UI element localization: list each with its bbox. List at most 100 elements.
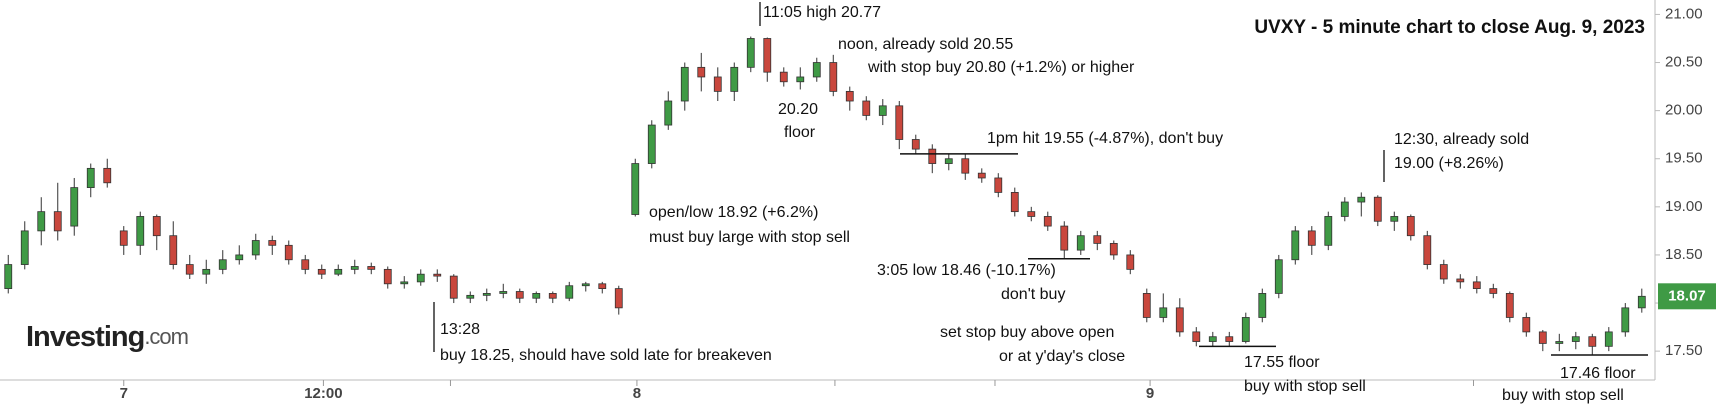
candle-body xyxy=(1241,317,1250,342)
candle-body xyxy=(1588,336,1597,347)
candle-body xyxy=(70,187,79,227)
candle-body xyxy=(20,230,29,265)
y-tick-label: 20.50 xyxy=(1665,54,1703,71)
candle-body xyxy=(961,158,970,174)
candle-body xyxy=(994,177,1003,193)
x-tick-label: 9 xyxy=(1146,385,1154,402)
candle-body xyxy=(796,76,805,83)
candle-body xyxy=(4,264,13,290)
y-tick-label: 20.00 xyxy=(1665,102,1703,119)
candle-body xyxy=(449,275,458,299)
candle-body xyxy=(367,266,376,270)
candle-body xyxy=(1637,295,1646,309)
candle-body xyxy=(1340,201,1349,217)
candle-body xyxy=(1192,331,1201,342)
candle-body xyxy=(1258,293,1267,318)
candle-body xyxy=(1571,336,1580,342)
annotation: set stop buy above open xyxy=(940,324,1114,341)
candle-body xyxy=(1093,235,1102,244)
annotation: 1pm hit 19.55 (-4.87%), don't buy xyxy=(987,130,1223,147)
candle-body xyxy=(499,291,508,294)
y-tick-label: 19.00 xyxy=(1665,198,1703,215)
candle-body xyxy=(1126,254,1135,270)
candle-body xyxy=(202,268,211,275)
candle-body xyxy=(1109,242,1118,256)
annotation: 3:05 low 18.46 (-10.17%) xyxy=(877,262,1056,279)
candle-body xyxy=(1621,307,1630,333)
candle-body xyxy=(581,283,590,287)
candle-body xyxy=(763,38,772,73)
candle-body xyxy=(697,66,706,78)
candle-body xyxy=(1175,307,1184,333)
x-tick-label: 7 xyxy=(120,385,128,402)
candle-body xyxy=(1010,192,1019,213)
candle-body xyxy=(284,244,293,261)
candle-body xyxy=(301,259,310,270)
candle-body xyxy=(235,254,244,261)
candle-body xyxy=(416,273,425,283)
y-tick-label: 18.50 xyxy=(1665,246,1703,263)
annotation: 11:05 high 20.77 xyxy=(763,4,881,21)
candle-body xyxy=(614,288,623,309)
candle-body xyxy=(334,268,343,275)
candle-body xyxy=(1522,317,1531,333)
y-tick-label: 19.50 xyxy=(1665,150,1703,167)
candle-body xyxy=(746,38,755,68)
candle-body xyxy=(136,216,145,246)
candle-body xyxy=(598,283,607,290)
candle-body xyxy=(1373,196,1382,222)
candle-body xyxy=(631,163,640,215)
candle-body xyxy=(911,139,920,150)
annotation: with stop buy 20.80 (+1.2%) or higher xyxy=(867,59,1135,76)
candle-body xyxy=(1324,216,1333,246)
candle-body xyxy=(647,124,656,164)
candle-body xyxy=(845,90,854,102)
candle-body xyxy=(1307,230,1316,246)
candle-body xyxy=(1357,196,1366,203)
candle-body xyxy=(383,268,392,285)
candle-body xyxy=(185,264,194,275)
annotation: buy 18.25, should have sold late for bre… xyxy=(440,347,772,364)
annotation: don't buy xyxy=(1001,286,1065,303)
candle-body xyxy=(1027,211,1036,217)
candle-body xyxy=(1390,216,1399,222)
candle-body xyxy=(1225,336,1234,342)
annotation: noon, already sold 20.55 xyxy=(838,36,1013,53)
candle-body xyxy=(103,167,112,184)
candle-body xyxy=(86,167,95,188)
candle-body xyxy=(1043,216,1052,227)
candle-body xyxy=(251,240,260,256)
last-price-box xyxy=(1658,283,1716,310)
candle-body xyxy=(515,291,524,299)
candle-body xyxy=(1439,264,1448,280)
annotation: 12:30, already sold xyxy=(1394,131,1529,148)
candle-body xyxy=(119,230,128,246)
annotation: 19.00 (+8.26%) xyxy=(1394,155,1504,172)
candle-body xyxy=(1274,259,1283,294)
candle-body xyxy=(680,66,689,102)
candle-body xyxy=(218,259,227,270)
candle-body xyxy=(944,158,953,164)
annotation: or at y'day's close xyxy=(999,348,1125,365)
candle-body xyxy=(565,285,574,299)
annotation: 13:28 xyxy=(440,321,480,338)
candle-body xyxy=(730,66,739,92)
annotation: open/low 18.92 (+6.2%) xyxy=(649,204,818,221)
candle-body xyxy=(862,100,871,116)
candle-body xyxy=(1456,278,1465,283)
y-tick-label: 17.50 xyxy=(1665,342,1703,359)
candle-body xyxy=(829,62,838,92)
watermark-brand: Investing xyxy=(26,321,144,353)
candle-body xyxy=(350,266,359,270)
candle-body xyxy=(928,148,937,164)
candle-body xyxy=(812,62,821,78)
annotation: 20.20 xyxy=(778,101,818,118)
candle-body xyxy=(1472,281,1481,290)
annotation: 17.46 floor xyxy=(1560,365,1636,382)
annotation: floor xyxy=(784,124,816,141)
x-tick-label: 8 xyxy=(633,385,641,402)
candle-body xyxy=(1208,336,1217,342)
annotation: buy with stop sell xyxy=(1244,378,1366,395)
